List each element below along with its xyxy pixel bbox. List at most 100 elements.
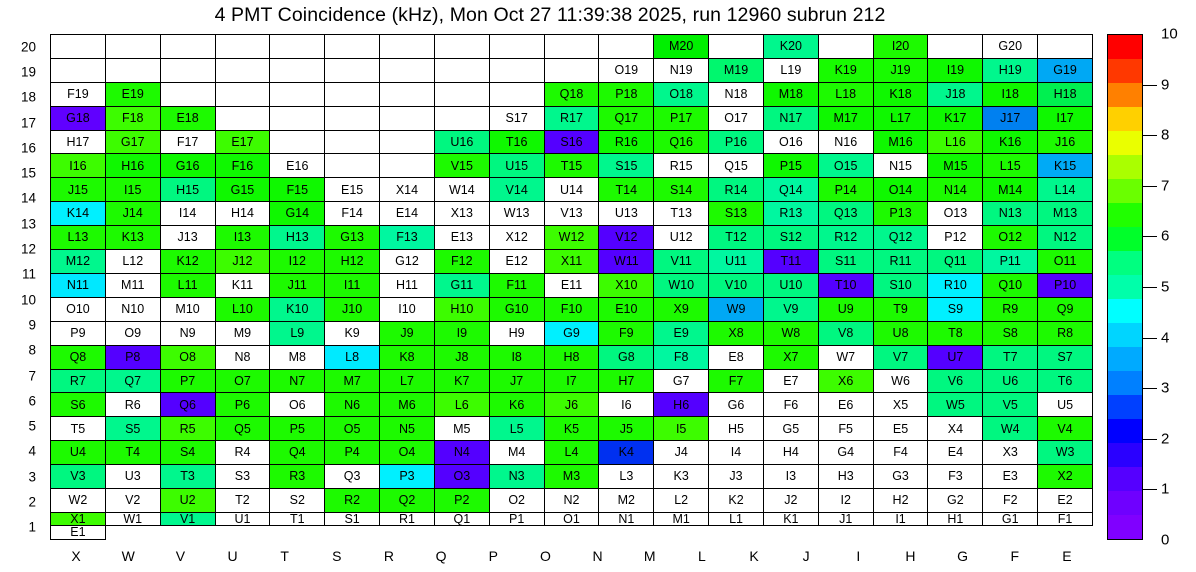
heatmap-cell: O18 bbox=[654, 82, 710, 107]
heatmap-cell: E10 bbox=[599, 297, 655, 322]
heatmap-cell: P1 bbox=[489, 512, 545, 527]
heatmap-cell: Q1 bbox=[434, 512, 490, 527]
y-tick-label: 14 bbox=[20, 190, 36, 206]
y-tick-label: 2 bbox=[28, 494, 36, 510]
heatmap-cell: F15 bbox=[270, 178, 326, 203]
x-tick-label: W bbox=[121, 548, 135, 564]
heatmap-cell: V13 bbox=[544, 202, 600, 227]
heatmap-cell: K18 bbox=[873, 82, 929, 107]
heatmap-cell: N16 bbox=[818, 130, 874, 155]
heatmap-cell: U7 bbox=[928, 345, 984, 370]
heatmap-cell bbox=[544, 58, 600, 83]
heatmap-cell: O11 bbox=[1038, 250, 1093, 274]
heatmap-cell: T10 bbox=[818, 273, 874, 298]
colorbar-band bbox=[1108, 371, 1142, 395]
heatmap-cell: F1 bbox=[1038, 512, 1093, 527]
heatmap-cell: H11 bbox=[380, 273, 435, 298]
heatmap-cell: W4 bbox=[983, 417, 1039, 442]
heatmap-cell: E15 bbox=[325, 178, 381, 203]
heatmap-cell: O14 bbox=[873, 178, 929, 203]
heatmap-cell: H7 bbox=[599, 369, 655, 394]
heatmap-cell: J14 bbox=[105, 202, 161, 227]
heatmap-cell: W10 bbox=[654, 273, 710, 298]
heatmap-cell: L13 bbox=[51, 226, 106, 251]
heatmap-cell bbox=[380, 35, 435, 59]
y-tick-label: 1 bbox=[28, 519, 36, 535]
heatmap-cell: V6 bbox=[928, 369, 984, 394]
heatmap-cell: K19 bbox=[818, 58, 874, 83]
heatmap-cell: P15 bbox=[763, 154, 819, 179]
heatmap-cell: T14 bbox=[599, 178, 655, 203]
heatmap-cell: I1 bbox=[873, 512, 929, 527]
heatmap-cell: R7 bbox=[51, 369, 106, 394]
heatmap-cell: J2 bbox=[763, 489, 819, 513]
colorbar-tick-mark bbox=[1143, 337, 1157, 339]
x-tick-label: U bbox=[227, 548, 238, 564]
heatmap-cell: H12 bbox=[325, 250, 381, 274]
heatmap-cell: W11 bbox=[599, 250, 655, 274]
heatmap-cell: X9 bbox=[654, 297, 710, 322]
heatmap-cell: J1 bbox=[818, 512, 874, 527]
heatmap-cell: E3 bbox=[983, 465, 1039, 490]
heatmap-cell: G2 bbox=[928, 489, 984, 513]
heatmap-cell: P13 bbox=[873, 202, 929, 227]
x-tick-label: K bbox=[749, 548, 759, 564]
heatmap-cell: P6 bbox=[215, 393, 271, 418]
heatmap-cell: L16 bbox=[928, 130, 984, 155]
heatmap-cell: N1 bbox=[599, 512, 655, 527]
heatmap-cell: E9 bbox=[654, 321, 710, 346]
colorbar-band bbox=[1108, 395, 1142, 419]
heatmap-cell: E13 bbox=[434, 226, 490, 251]
heatmap-cell: L6 bbox=[434, 393, 490, 418]
heatmap-cell: X10 bbox=[599, 273, 655, 298]
heatmap-cell: M3 bbox=[544, 465, 600, 490]
heatmap-cell: U4 bbox=[51, 441, 106, 466]
heatmap-cell: T7 bbox=[983, 345, 1039, 370]
colorbar-tick-label: 5 bbox=[1161, 278, 1170, 296]
colorbar-band bbox=[1108, 131, 1142, 155]
heatmap-cell: H13 bbox=[270, 226, 326, 251]
x-tick-label: G bbox=[957, 548, 969, 564]
heatmap-cell: W14 bbox=[434, 178, 490, 203]
heatmap-cell: H8 bbox=[544, 345, 600, 370]
heatmap-cell: O19 bbox=[599, 58, 655, 83]
heatmap-cell: L1 bbox=[709, 512, 764, 527]
heatmap-cell: X6 bbox=[818, 369, 874, 394]
heatmap-cell bbox=[270, 35, 326, 59]
colorbar-band bbox=[1108, 251, 1142, 275]
colorbar-band bbox=[1108, 203, 1142, 227]
heatmap-cell: K11 bbox=[215, 273, 271, 298]
heatmap-cell: I16 bbox=[51, 154, 106, 179]
colorbar-tick-label: 1 bbox=[1161, 480, 1170, 498]
y-tick-label: 12 bbox=[20, 241, 36, 257]
x-tick-label: E bbox=[1062, 548, 1072, 564]
heatmap-cell: Q10 bbox=[983, 273, 1039, 298]
heatmap-cell: L8 bbox=[325, 345, 381, 370]
heatmap-cell: M7 bbox=[325, 369, 381, 394]
heatmap-cell: P3 bbox=[380, 465, 435, 490]
heatmap-cell: F14 bbox=[325, 202, 381, 227]
heatmap-cell: F16 bbox=[215, 154, 271, 179]
y-tick-label: 11 bbox=[21, 266, 36, 282]
heatmap-cell bbox=[928, 35, 984, 59]
x-tick-label: M bbox=[643, 548, 656, 564]
heatmap-cell: V14 bbox=[489, 178, 545, 203]
heatmap-cell: F6 bbox=[763, 393, 819, 418]
heatmap-cell: R11 bbox=[873, 250, 929, 274]
heatmap-cell: R17 bbox=[544, 106, 600, 131]
x-tick-label: O bbox=[539, 548, 551, 564]
heatmap-cell: X1 bbox=[51, 512, 106, 527]
heatmap-cell: I12 bbox=[270, 250, 326, 274]
heatmap-cell: I17 bbox=[1038, 106, 1093, 131]
heatmap-cell: S1 bbox=[325, 512, 381, 527]
heatmap-cell: F12 bbox=[434, 250, 490, 274]
heatmap-cell: L14 bbox=[1038, 178, 1093, 203]
heatmap-cell bbox=[105, 35, 161, 59]
heatmap-cell: G20 bbox=[983, 35, 1039, 59]
heatmap-cell: W5 bbox=[928, 393, 984, 418]
heatmap-cell: K17 bbox=[928, 106, 984, 131]
heatmap-cell: X3 bbox=[983, 441, 1039, 466]
heatmap-cell: M9 bbox=[215, 321, 271, 346]
heatmap-cell: T2 bbox=[215, 489, 271, 513]
heatmap-cell: V11 bbox=[654, 250, 710, 274]
